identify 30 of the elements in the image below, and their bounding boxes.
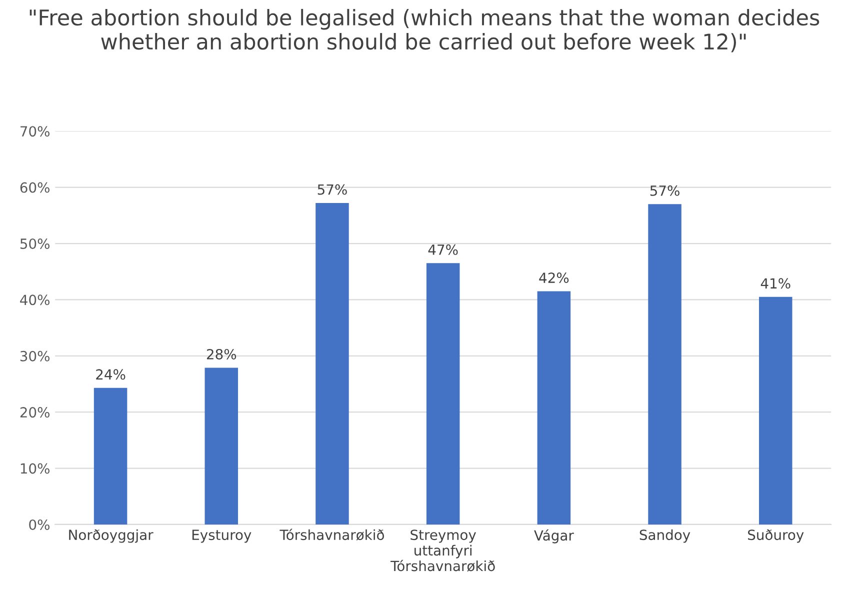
- x-tick-label: Sandoy: [640, 529, 690, 543]
- data-label: 47%: [428, 244, 458, 255]
- x-tick-label: Streymoy uttanfyri Tórshavnarøkið: [390, 530, 495, 572]
- x-tick-label: Suðuroy: [748, 529, 804, 543]
- data-label: 28%: [206, 348, 236, 360]
- x-tick-label: Tórshavnarøkið: [280, 528, 384, 541]
- bar: [204, 368, 238, 524]
- y-tick-label: 70%: [20, 126, 50, 137]
- data-label: 24%: [96, 369, 126, 380]
- bar: [316, 203, 349, 524]
- data-label: 41%: [760, 278, 790, 289]
- bar: [426, 263, 460, 524]
- bar: [648, 204, 682, 524]
- y-tick-label: 20%: [20, 407, 50, 418]
- x-tick-label: Norðoyggjar: [69, 529, 154, 543]
- y-tick-label: 30%: [20, 350, 50, 362]
- y-tick-label: 50%: [20, 238, 50, 249]
- bar: [537, 291, 571, 524]
- data-label: 57%: [318, 184, 347, 195]
- x-tick-label: Vágar: [534, 529, 574, 544]
- y-tick-label: 40%: [20, 294, 50, 306]
- chart-title: "Free abortion should be legalised (which means that the woman decides whether an abortion should be carried out before week 12)": [30, 8, 820, 52]
- x-tick-label: Eysturoy: [192, 530, 252, 543]
- data-label: 42%: [539, 272, 569, 284]
- data-label: 57%: [650, 185, 680, 196]
- bar: [758, 296, 792, 524]
- y-tick-label: 10%: [20, 463, 50, 474]
- y-tick-label: 0%: [29, 519, 50, 530]
- y-tick-label: 60%: [20, 182, 50, 193]
- bar: [94, 388, 128, 524]
